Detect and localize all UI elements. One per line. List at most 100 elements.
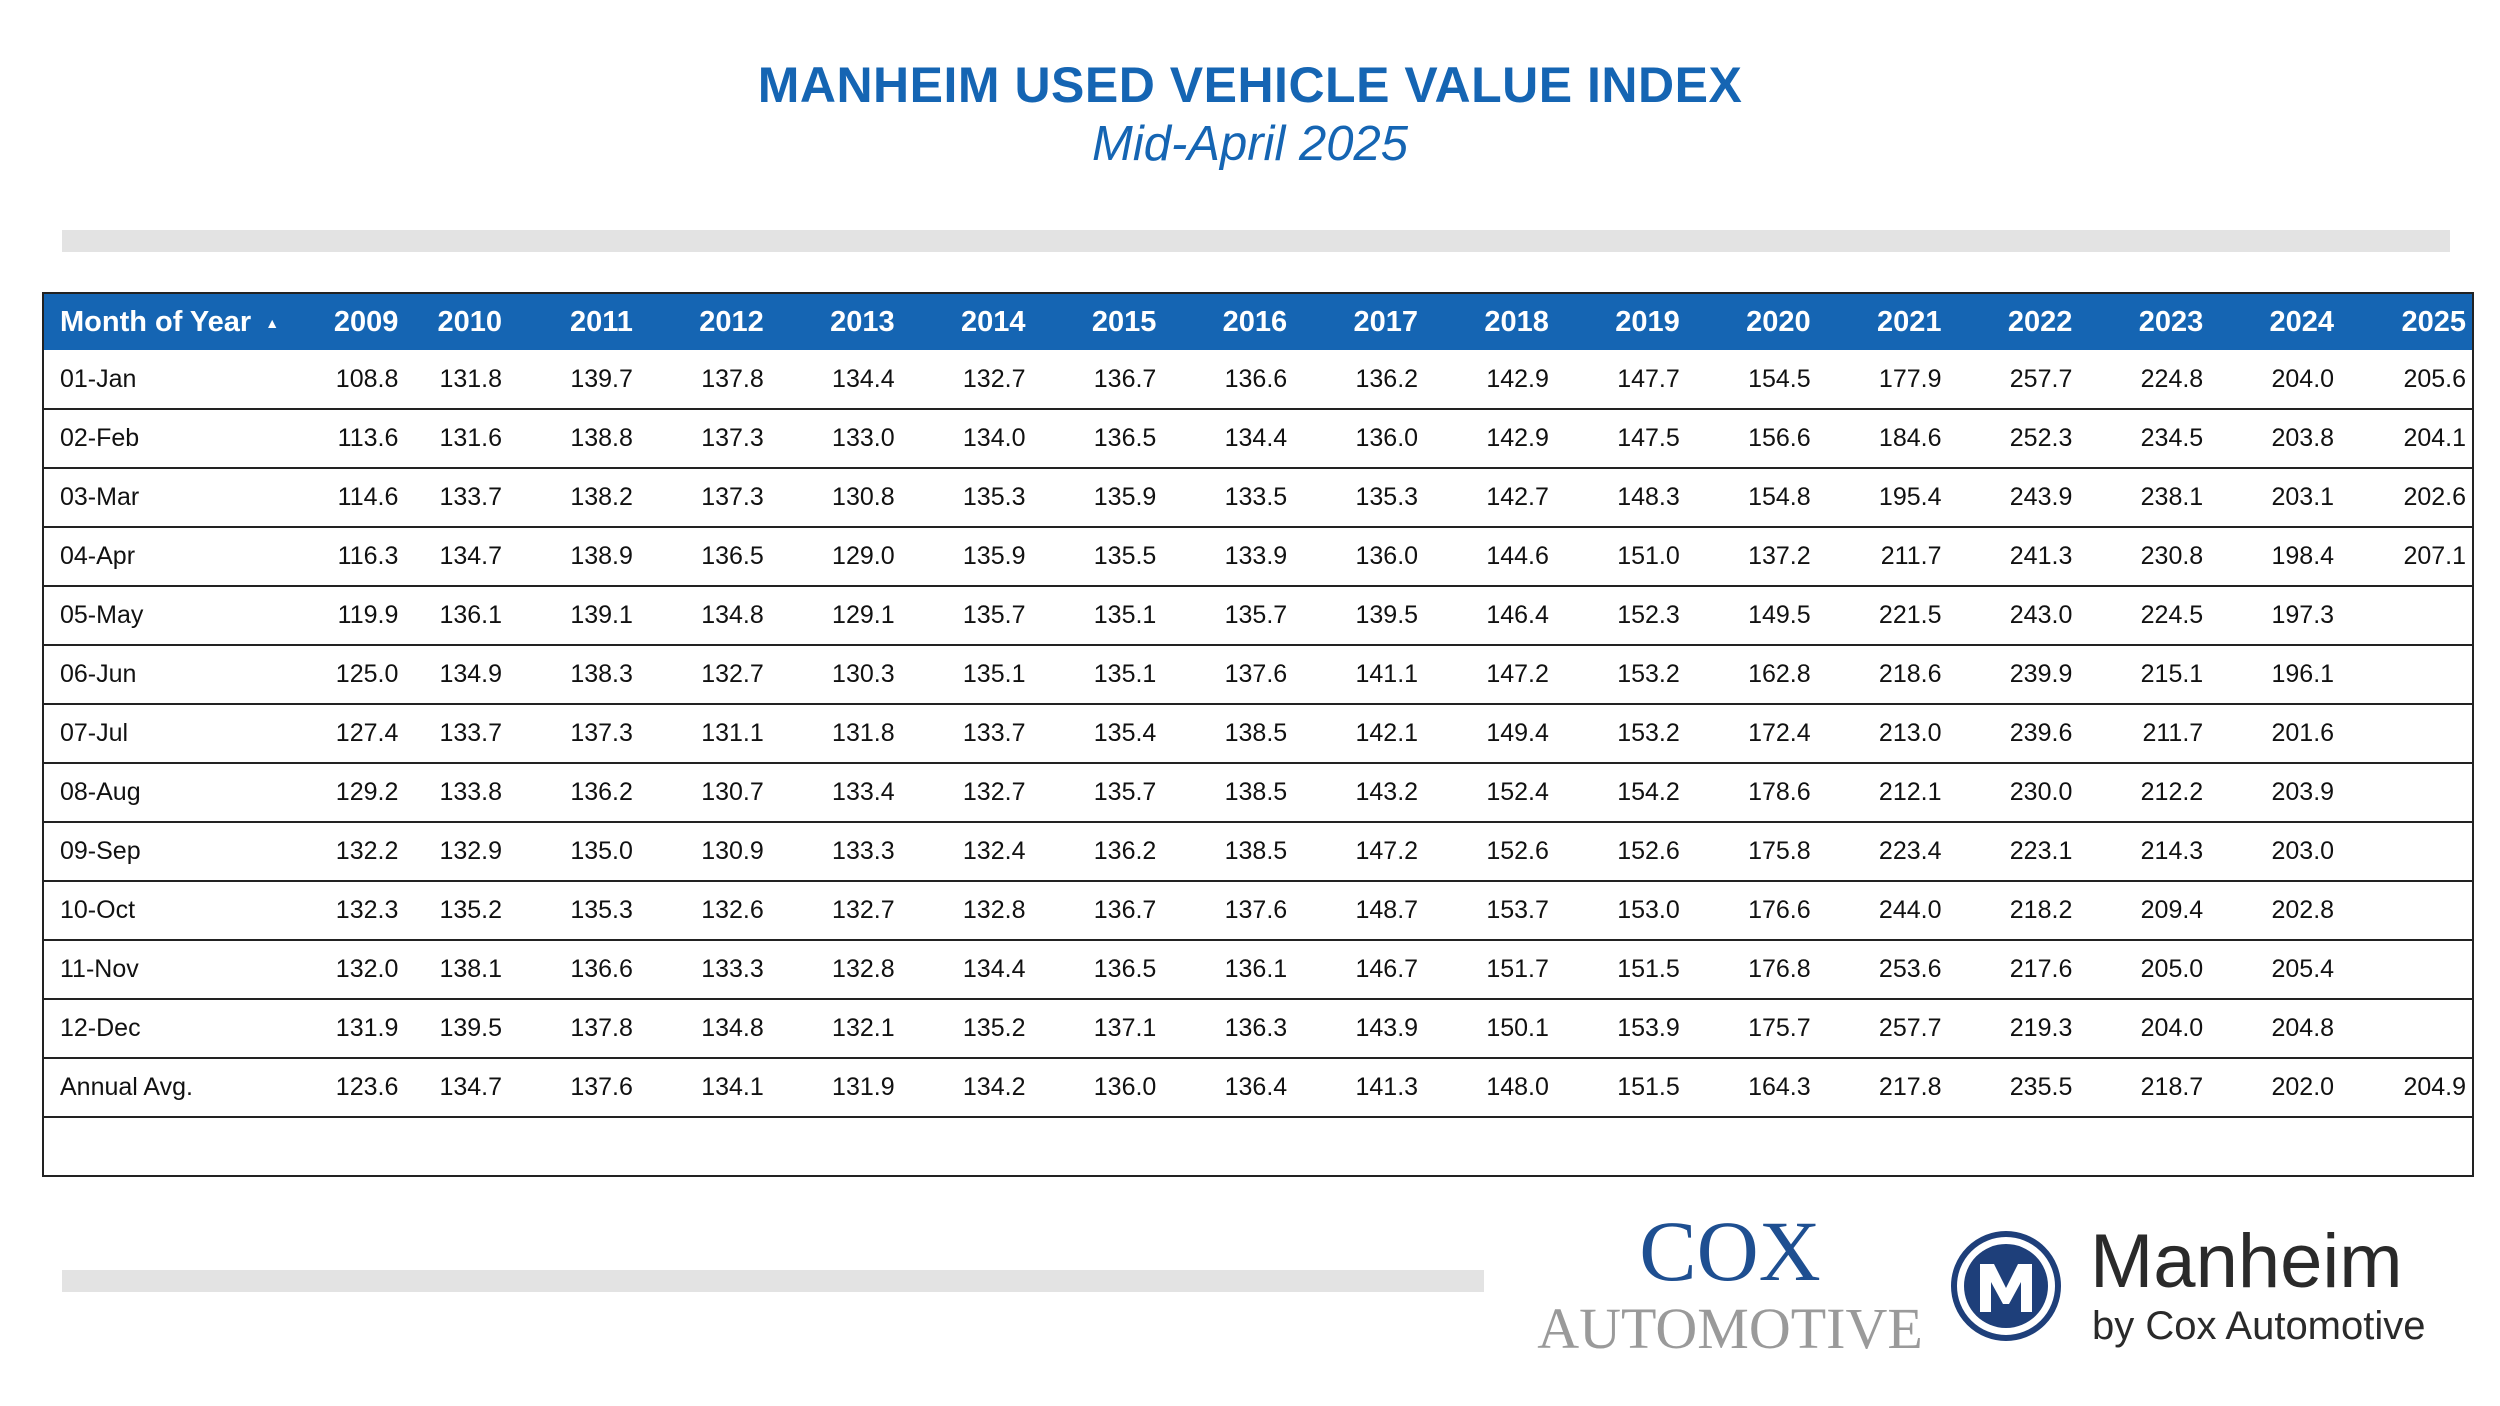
table-row: 06-Jun 125.0 134.9 138.3 132.7 130.3 135.1 135.… — [44, 645, 2472, 705]
table-cell: 147.5 — [1554, 409, 1686, 469]
table-cell: 135.0 — [508, 822, 639, 882]
table-cell: 217.6 — [1947, 940, 2079, 1000]
manheim-logo-subtitle: by Cox Automotive — [2092, 1304, 2426, 1348]
table-row: 04-Apr 116.3 134.7 138.9 136.5 129.0 135.9 135.… — [44, 527, 2472, 587]
table-cell: 243.0 — [1947, 586, 2079, 646]
sort-ascending-icon[interactable]: ▲ — [265, 314, 280, 331]
column-header-year[interactable]: 2016 — [1222, 305, 1288, 338]
column-header-year[interactable]: 2023 — [2138, 305, 2204, 338]
column-header-year[interactable]: 2020 — [1746, 305, 1811, 338]
table-cell: 172.4 — [1685, 704, 1817, 764]
table-cell: 224.5 — [2078, 586, 2210, 646]
table-cell: 203.1 — [2209, 468, 2341, 528]
column-header-year[interactable]: 2011 — [569, 305, 633, 338]
column-header-month[interactable]: Month of Year ▲ — [44, 294, 301, 350]
table-cell: 257.7 — [1816, 999, 1948, 1059]
table-cell: 207.1 — [2340, 527, 2472, 587]
table-cell: 211.7 — [2078, 704, 2210, 764]
table-cell — [2340, 704, 2472, 764]
table-cell: 137.1 — [1031, 999, 1163, 1059]
column-header-year[interactable]: 2017 — [1353, 305, 1419, 338]
row-label: 07-Jul — [44, 704, 301, 764]
top-divider-bar — [62, 230, 2450, 252]
table-cell: 144.6 — [1424, 527, 1555, 587]
table-cell — [2340, 822, 2472, 882]
table-cell: 134.4 — [1162, 409, 1294, 469]
table-cell: 136.4 — [1162, 1058, 1294, 1118]
table-cell: 132.8 — [900, 881, 1032, 941]
table-cell: 205.6 — [2340, 350, 2472, 410]
table-cell: 253.6 — [1816, 940, 1948, 1000]
table-cell: 131.6 — [404, 409, 509, 469]
table-cell: 135.9 — [1031, 468, 1163, 528]
table-cell: 135.1 — [1031, 586, 1163, 646]
column-header-year[interactable]: 2022 — [2007, 305, 2073, 338]
table-cell: 135.7 — [1162, 586, 1294, 646]
table-cell: 142.1 — [1293, 704, 1425, 764]
table-cell: 136.3 — [1162, 999, 1294, 1059]
empty-cell — [44, 1117, 2472, 1159]
table-cell: 136.7 — [1031, 350, 1163, 410]
table-cell: 146.4 — [1424, 586, 1555, 646]
table-cell: 136.6 — [1162, 350, 1294, 410]
table-cell: 151.0 — [1554, 527, 1686, 587]
table-cell: 132.7 — [900, 763, 1032, 823]
bottom-divider-bar — [62, 1270, 1484, 1292]
table-cell — [2340, 999, 2472, 1059]
table-cell: 223.1 — [1947, 822, 2079, 882]
table-cell: 196.1 — [2209, 645, 2341, 705]
column-header-year[interactable]: 2010 — [437, 305, 503, 338]
table-cell: 131.8 — [404, 350, 509, 410]
table-cell: 129.2 — [300, 763, 405, 823]
column-header-year[interactable]: 2009 — [333, 305, 399, 338]
empty-table-row — [44, 1117, 2472, 1159]
table-cell: 203.9 — [2209, 763, 2341, 823]
table-cell: 202.8 — [2209, 881, 2341, 941]
row-label: 12-Dec — [44, 999, 301, 1059]
table-cell: 138.3 — [508, 645, 639, 705]
table-cell: 134.2 — [900, 1058, 1032, 1118]
table-cell: 141.1 — [1293, 645, 1425, 705]
table-cell: 162.8 — [1685, 645, 1817, 705]
table-cell: 209.4 — [2078, 881, 2210, 941]
column-header-year[interactable]: 2012 — [699, 305, 764, 338]
column-header-year[interactable]: 2018 — [1484, 305, 1549, 338]
column-header-year[interactable]: 2019 — [1615, 305, 1680, 338]
table-cell: 139.1 — [508, 586, 639, 646]
table-cell: 135.3 — [900, 468, 1032, 528]
table-cell: 202.0 — [2209, 1058, 2341, 1118]
table-cell: 123.6 — [300, 1058, 405, 1118]
table-cell: 151.5 — [1554, 940, 1686, 1000]
table-cell: 134.4 — [900, 940, 1032, 1000]
table-cell: 133.5 — [1162, 468, 1294, 528]
row-label: 01-Jan — [44, 350, 301, 410]
column-header-year[interactable]: 2013 — [830, 305, 895, 338]
table-cell: 135.2 — [900, 999, 1032, 1059]
table-cell: 137.6 — [508, 1058, 639, 1118]
table-row: Annual Avg. 123.6 134.7 137.6 134.1 131.9 134.… — [44, 1058, 2472, 1118]
cox-logo-line2: AUTOMOTIVE — [1537, 1296, 1923, 1360]
table-cell: 136.0 — [1293, 409, 1425, 469]
table-cell: 241.3 — [1947, 527, 2079, 587]
table-cell: 137.6 — [1162, 881, 1294, 941]
column-header-year[interactable]: 2025 — [2401, 305, 2466, 338]
table-cell: 134.9 — [404, 645, 509, 705]
index-table-container: Month of Year ▲ 2009 2010 2011 2012 2013 2014 2… — [42, 292, 2474, 1177]
manheim-logo-name: Manheim — [2090, 1219, 2403, 1304]
column-header-year[interactable]: 2014 — [960, 305, 1026, 338]
table-cell: 134.7 — [404, 1058, 509, 1118]
table-cell: 133.7 — [900, 704, 1032, 764]
table-cell: 201.6 — [2209, 704, 2341, 764]
column-header-year[interactable]: 2015 — [1091, 305, 1157, 338]
table-row: 08-Aug 129.2 133.8 136.2 130.7 133.4 132.7 135.… — [44, 763, 2472, 823]
cox-logo-line1: COX — [1639, 1210, 1821, 1299]
column-header-year[interactable]: 2024 — [2269, 305, 2335, 338]
table-cell: 138.5 — [1162, 763, 1294, 823]
table-cell: 149.4 — [1424, 704, 1555, 764]
table-row: 09-Sep 132.2 132.9 135.0 130.9 133.3 132.4 136.… — [44, 822, 2472, 882]
column-header-year[interactable]: 2021 — [1876, 305, 1942, 338]
table-cell: 133.8 — [404, 763, 509, 823]
table-header-row: Month of Year ▲ 2009 2010 2011 2012 2013 2014 2… — [44, 294, 2472, 350]
table-cell: 230.0 — [1947, 763, 2079, 823]
table-cell: 135.7 — [1031, 763, 1163, 823]
